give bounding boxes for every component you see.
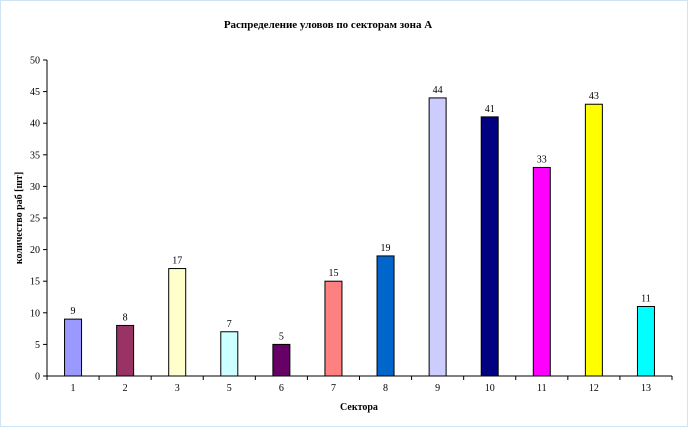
y-tick-label: 20 <box>30 245 40 256</box>
bar-sector-5 <box>220 331 239 377</box>
chart-title: Распределение уловов по секторам зона А <box>224 19 432 31</box>
y-tick-label: 0 <box>35 372 40 383</box>
x-tick-label: 9 <box>435 383 440 394</box>
x-tick-label: 11 <box>537 383 547 394</box>
x-tick-label: 1 <box>71 383 76 394</box>
x-axis-title: Сектора <box>340 402 378 413</box>
x-tick-label: 2 <box>123 383 128 394</box>
data-label-sector-1: 9 <box>71 306 76 317</box>
data-label-sector-11: 33 <box>537 154 547 165</box>
bar-sector-6 <box>272 343 291 377</box>
bar-sector-3 <box>168 268 187 377</box>
data-label-sector-5: 7 <box>227 319 232 330</box>
x-axis-ticks: 1 2 3 5 6 7 8 9 10 11 12 13 <box>46 376 673 394</box>
y-tick-label: 5 <box>35 340 40 351</box>
y-tick-label: 45 <box>30 87 40 98</box>
y-tick-label: 25 <box>30 214 40 225</box>
y-tick-label: 35 <box>30 150 40 161</box>
x-tick-label: 6 <box>279 383 284 394</box>
x-tick-label: 7 <box>331 383 336 394</box>
x-tick-label: 8 <box>383 383 388 394</box>
x-tick-label: 10 <box>485 383 495 394</box>
y-axis-title: количество раб [шт] <box>14 172 25 264</box>
data-label-sector-13: 11 <box>641 293 651 304</box>
x-tick-label: 12 <box>589 383 599 394</box>
x-tick-label: 13 <box>641 383 651 394</box>
y-tick-label: 10 <box>30 308 40 319</box>
data-labels-group: 9 8 17 7 5 15 19 44 41 33 43 11 <box>71 85 651 342</box>
bar-sector-2 <box>116 324 135 377</box>
bar-sector-1 <box>64 318 83 377</box>
bar-sector-9 <box>428 97 447 377</box>
bars-group <box>64 97 655 377</box>
bar-sector-13 <box>636 305 655 377</box>
bar-sector-11 <box>532 166 551 377</box>
data-label-sector-12: 43 <box>589 91 599 102</box>
data-label-sector-3: 17 <box>172 256 182 267</box>
data-label-sector-2: 8 <box>123 312 128 323</box>
x-tick-label: 3 <box>175 383 180 394</box>
y-tick-label: 30 <box>30 182 40 193</box>
y-tick-label: 15 <box>30 277 40 288</box>
data-label-sector-6: 5 <box>279 331 284 342</box>
data-label-sector-8: 19 <box>381 243 391 254</box>
bar-sector-10 <box>480 116 499 377</box>
data-label-sector-7: 15 <box>328 268 338 279</box>
data-label-sector-10: 41 <box>485 104 495 115</box>
y-tick-label: 40 <box>30 119 40 130</box>
y-axis-ticks: 0 5 10 15 20 25 30 35 40 45 50 <box>30 56 47 383</box>
bar-sector-8 <box>376 255 395 377</box>
bar-sector-7 <box>324 280 343 377</box>
bar-sector-12 <box>584 103 603 377</box>
data-label-sector-9: 44 <box>433 85 443 96</box>
y-tick-label: 50 <box>30 56 40 67</box>
x-tick-label: 5 <box>227 383 232 394</box>
